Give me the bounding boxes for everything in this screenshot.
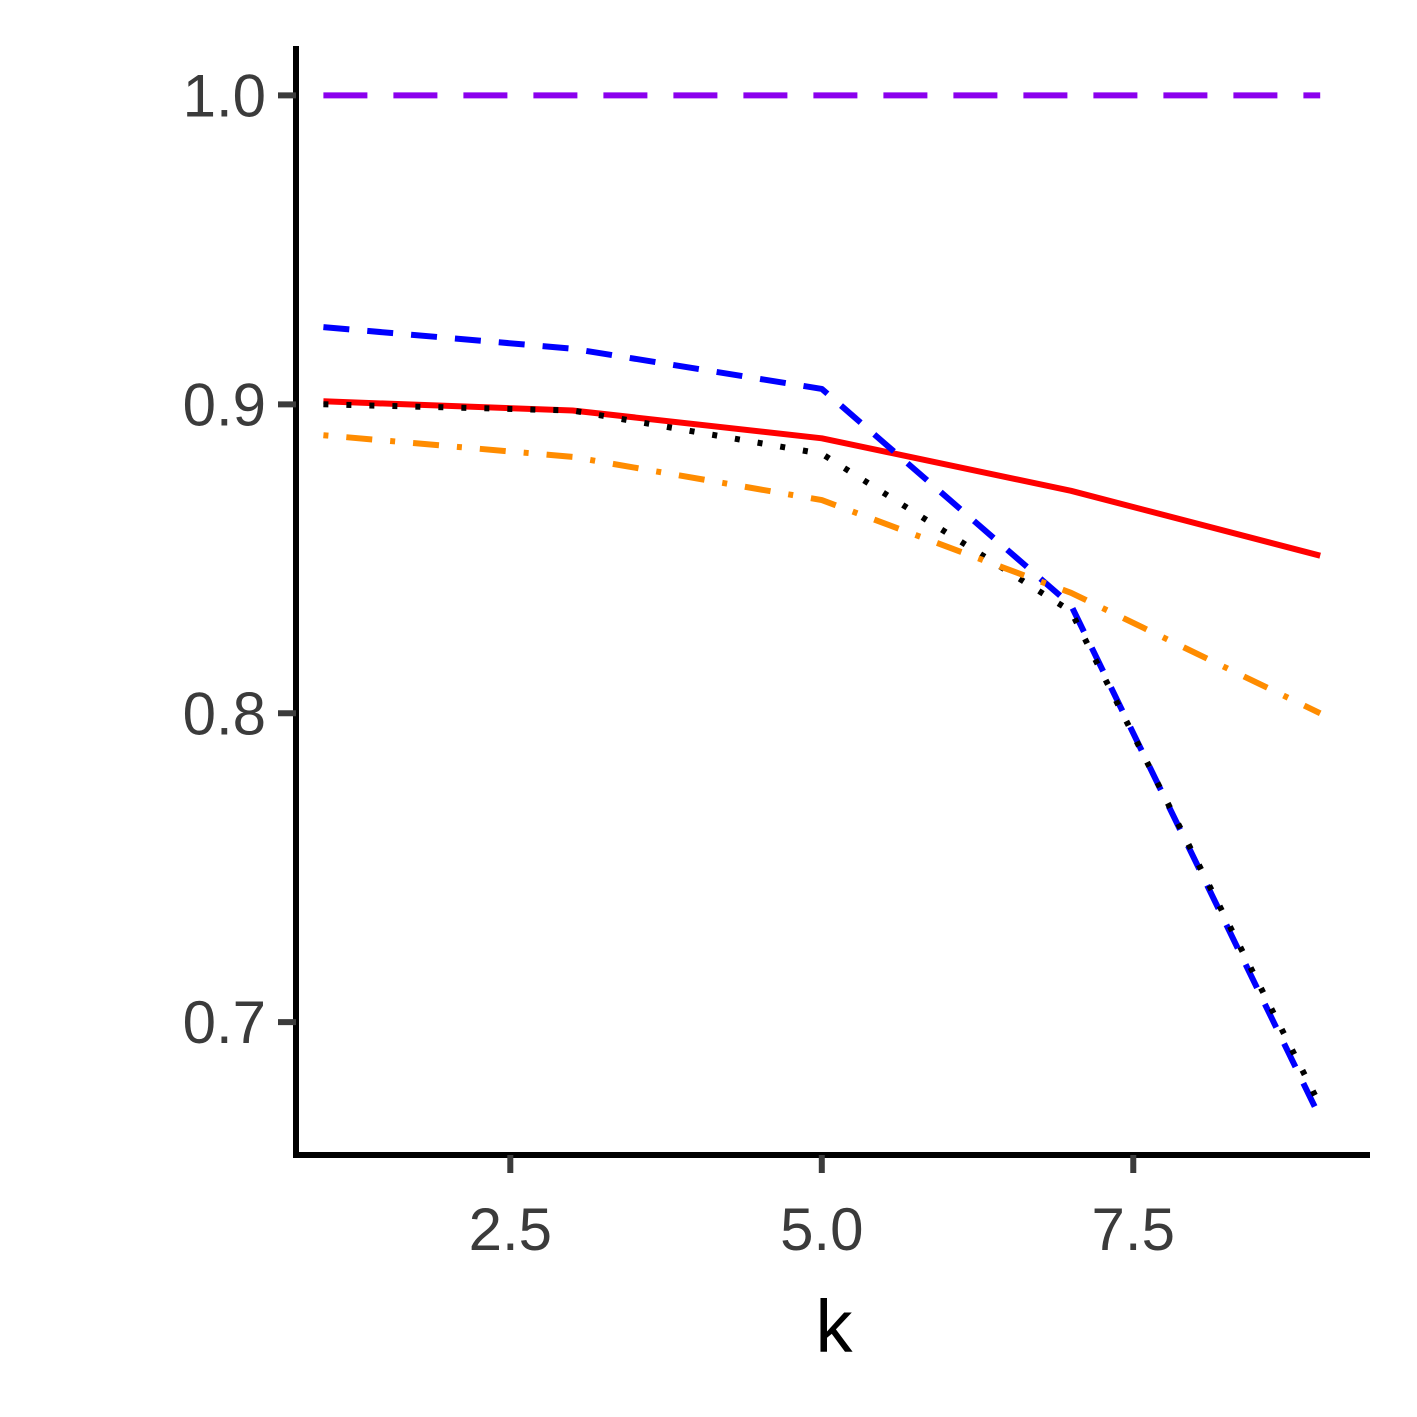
- y-tick-label: 0.7: [183, 989, 266, 1056]
- y-tick-label: 0.8: [183, 680, 266, 747]
- series-line-5: [323, 432, 1322, 717]
- y-tick-label: 0.9: [183, 371, 266, 438]
- axes-layer: [293, 46, 1370, 1158]
- x-axis-title: k: [816, 1285, 854, 1368]
- series-line-2: [323, 398, 1321, 559]
- series-layer: [323, 92, 1323, 1120]
- x-tick-label: 7.5: [1092, 1196, 1175, 1263]
- x-tick-label: 2.5: [469, 1196, 552, 1263]
- y-tick-label: 1.0: [183, 62, 266, 129]
- series-line-4: [323, 401, 1323, 1107]
- series-line-3: [323, 324, 1323, 1120]
- ticks-layer: 0.7 0.8 0.9 1.0 2.5 5.0 7.5: [183, 62, 1175, 1263]
- x-tick-label: 5.0: [780, 1196, 863, 1263]
